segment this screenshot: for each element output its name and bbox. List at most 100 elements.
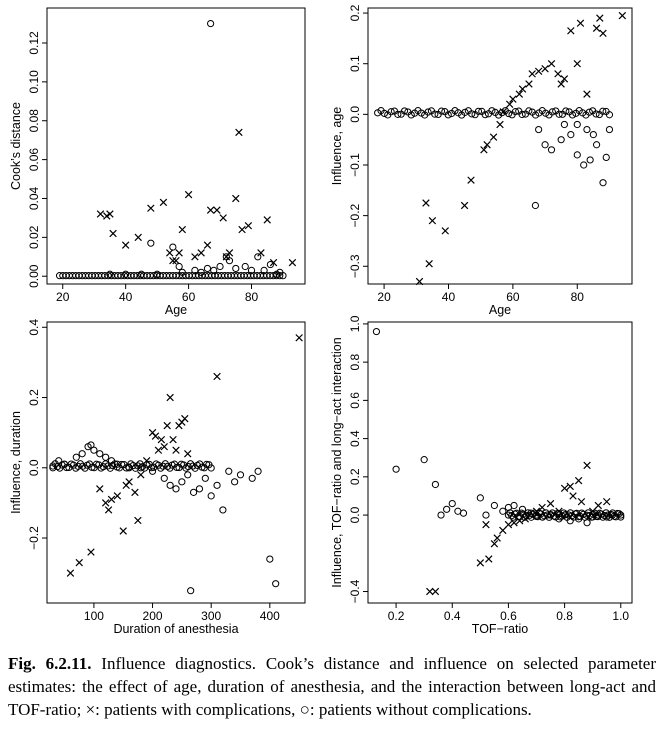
point-with-complications <box>163 421 171 430</box>
point-without-complications <box>599 179 607 187</box>
point-without-complications <box>459 509 468 517</box>
point-with-complications <box>518 85 527 93</box>
point-without-complications <box>178 478 186 486</box>
point-without-complications <box>476 494 484 502</box>
point-without-complications <box>55 457 63 465</box>
x-axis-label: Age <box>489 303 511 317</box>
band-marker <box>157 464 165 472</box>
point-with-complications <box>121 241 130 249</box>
x-tick-label: 40 <box>119 290 133 304</box>
point-without-complications <box>169 243 177 251</box>
plot-frame <box>46 7 306 285</box>
x-axis-label: Duration of anesthesia <box>113 622 238 636</box>
plot-frame <box>46 321 306 604</box>
point-with-complications <box>546 499 555 508</box>
point-with-complications <box>467 176 475 184</box>
point-with-complications <box>151 432 160 440</box>
point-without-complications <box>195 485 204 493</box>
caption-label: Fig. 6.2.11. <box>8 654 92 673</box>
y-tick-label: 0.08 <box>27 109 41 133</box>
point-with-complications <box>596 14 604 22</box>
band-marker <box>163 462 172 471</box>
point-without-complications <box>137 464 145 472</box>
point-with-complications <box>106 210 114 218</box>
point-without-complications <box>210 266 218 274</box>
band-marker <box>431 110 439 118</box>
y-axis-label: Cook’s distance <box>9 102 23 190</box>
x-axis-label: TOF−ratio <box>472 622 528 636</box>
point-with-complications <box>137 471 145 479</box>
y-tick-label: 0.0 <box>348 106 362 123</box>
y-tick-label: 0.4 <box>27 319 41 336</box>
y-tick-label: −0.3 <box>348 254 362 278</box>
x-tick-label: 0.8 <box>556 609 573 623</box>
x-tick-label: 20 <box>377 290 391 304</box>
point-with-complications <box>554 70 562 78</box>
point-without-complications <box>586 156 594 164</box>
point-with-complications <box>134 233 142 242</box>
point-without-complications <box>213 481 221 489</box>
point-with-complications <box>113 492 122 500</box>
band-marker <box>76 460 84 468</box>
band-marker <box>104 462 112 470</box>
point-without-complications <box>583 519 591 527</box>
point-with-complications <box>489 133 498 141</box>
point-with-complications <box>184 190 193 199</box>
point-with-complications <box>541 65 549 73</box>
x-tick-label: 80 <box>245 290 259 304</box>
point-with-complications <box>160 442 168 451</box>
point-without-complications <box>247 266 256 274</box>
point-without-complications <box>102 453 110 461</box>
point-with-complications <box>213 206 221 214</box>
point-with-complications <box>483 141 491 149</box>
point-without-complications <box>184 471 192 479</box>
band-marker <box>525 107 533 115</box>
point-without-complications <box>216 262 224 271</box>
point-with-complications <box>125 478 133 486</box>
point-with-complications <box>213 372 221 381</box>
point-with-complications <box>431 587 440 596</box>
point-without-complications <box>191 266 199 274</box>
point-with-complications <box>618 11 627 20</box>
panel-cooks-distance: 20 40 60 80 0.00 0.02 0.04 0.06 0.08 0.10 0.12 Age C… <box>9 7 306 317</box>
y-tick-label: 0.06 <box>27 148 41 172</box>
point-without-complications <box>254 467 262 475</box>
point-with-complications <box>428 216 437 225</box>
band-marker <box>400 107 409 115</box>
point-with-complications <box>66 569 75 577</box>
band-marker <box>555 110 563 118</box>
point-with-complications <box>203 241 212 249</box>
band-marker <box>380 109 388 117</box>
band-marker <box>207 464 215 472</box>
point-without-complications <box>431 480 440 489</box>
point-with-complications <box>441 227 449 235</box>
band-marker <box>468 110 476 118</box>
x-tick-label: 60 <box>506 290 520 304</box>
point-without-complications <box>266 260 274 269</box>
point-without-complications <box>272 580 280 588</box>
point-with-complications <box>197 249 205 257</box>
point-without-complications <box>60 460 69 468</box>
band-marker <box>108 461 117 470</box>
point-with-complications <box>485 555 493 563</box>
point-with-complications <box>499 108 507 116</box>
band-marker <box>186 460 195 468</box>
point-without-complications <box>147 239 155 247</box>
y-axis-label: Influence, age <box>330 107 344 186</box>
band-marker <box>605 111 614 119</box>
point-without-complications <box>566 517 574 525</box>
point-without-complications <box>203 264 212 273</box>
band-marker <box>511 108 519 116</box>
x-tick-label: 300 <box>201 609 221 623</box>
point-without-complications <box>547 146 556 154</box>
point-with-complications <box>566 482 574 491</box>
x-tick-label: 80 <box>571 290 585 304</box>
band-marker <box>474 107 483 115</box>
point-without-complications <box>560 511 569 519</box>
y-tick-label: 0.8 <box>348 353 362 370</box>
panel-influence-age: 20 40 60 80 −0.3 −0.2 −0.1 0.0 0.1 0.2 Age Influenc… <box>330 4 633 317</box>
point-with-complications <box>415 277 424 286</box>
point-without-complications <box>535 125 543 134</box>
point-with-complications <box>583 461 591 470</box>
point-with-complications <box>504 520 513 529</box>
